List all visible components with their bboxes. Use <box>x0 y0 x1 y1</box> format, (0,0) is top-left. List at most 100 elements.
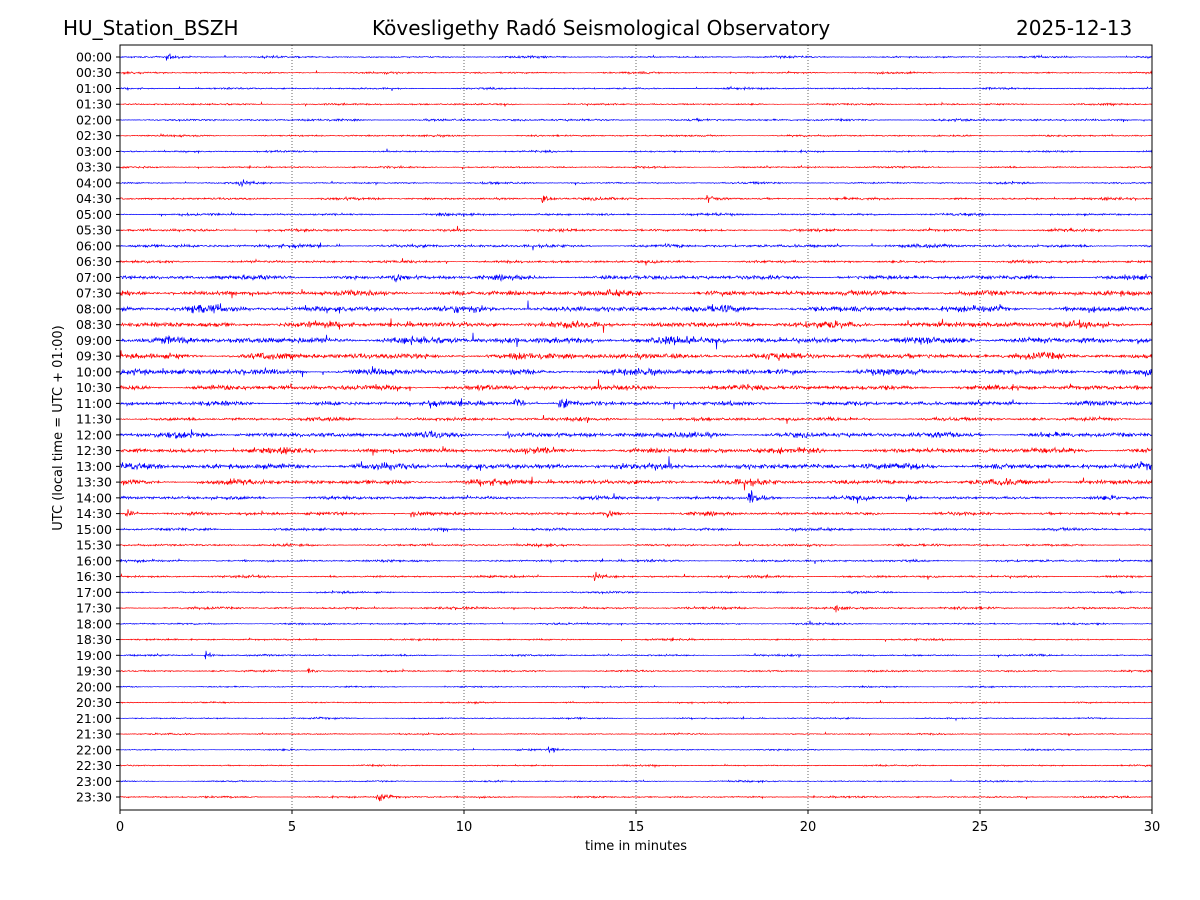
trace-0100 <box>119 85 1152 92</box>
trace-1630 <box>119 571 1153 581</box>
trace-1800 <box>119 620 1153 627</box>
y-tick-label: 02:00 <box>76 112 112 127</box>
x-tick-label: 30 <box>1144 820 1161 835</box>
y-tick-label: 04:30 <box>76 191 112 206</box>
y-tick-label: 03:30 <box>76 160 112 175</box>
y-tick-label: 02:30 <box>76 128 112 143</box>
y-tick-label: 15:30 <box>76 538 112 553</box>
trace-1900 <box>119 650 1153 660</box>
y-tick-label: 05:00 <box>76 207 112 222</box>
y-tick-label: 20:30 <box>76 695 112 710</box>
trace-0030 <box>119 70 1153 76</box>
y-tick-label: 01:00 <box>76 81 112 96</box>
trace-0800 <box>119 300 1153 314</box>
y-tick-label: 11:00 <box>76 396 112 411</box>
trace-0530 <box>119 225 1153 233</box>
y-tick-label: 15:00 <box>76 522 112 537</box>
y-tick-label: 09:00 <box>76 333 112 348</box>
y-tick-label: 22:30 <box>76 758 112 773</box>
y-tick-label: 03:00 <box>76 144 112 159</box>
trace-2230 <box>119 763 1153 769</box>
trace-0730 <box>119 288 1153 299</box>
trace-2200 <box>119 746 1153 754</box>
y-tick-label: 13:30 <box>76 475 112 490</box>
y-tick-label: 23:00 <box>76 774 112 789</box>
x-tick-label: 0 <box>116 820 124 835</box>
trace-1700 <box>119 589 1153 595</box>
y-tick-label: 08:30 <box>76 317 112 332</box>
trace-2000 <box>119 684 1153 690</box>
trace-1400 <box>119 490 1153 504</box>
y-tick-label: 16:00 <box>76 553 112 568</box>
trace-1430 <box>119 509 1153 518</box>
y-tick-label: 00:30 <box>76 65 112 80</box>
y-tick-label: 19:00 <box>76 648 112 663</box>
trace-2030 <box>119 700 1153 705</box>
y-tick-label: 07:00 <box>76 270 112 285</box>
y-tick-label: 17:30 <box>76 601 112 616</box>
trace-1730 <box>119 604 1153 613</box>
trace-0630 <box>119 258 1153 266</box>
trace-2130 <box>119 731 1153 737</box>
trace-0600 <box>119 242 1153 251</box>
x-tick-label: 25 <box>972 820 989 835</box>
trace-2330 <box>119 793 1153 802</box>
trace-1500 <box>119 526 1153 533</box>
y-tick-label: 08:00 <box>76 301 112 316</box>
trace-1300 <box>119 456 1153 471</box>
y-tick-label: 05:30 <box>76 223 112 238</box>
y-tick-label: 20:00 <box>76 679 112 694</box>
trace-0700 <box>119 273 1153 283</box>
y-tick-label: 01:30 <box>76 97 112 112</box>
y-tick-label: 11:30 <box>76 412 112 427</box>
chart-title: Kövesligethy Radó Seismological Observat… <box>372 16 831 40</box>
trace-1530 <box>119 541 1153 549</box>
y-tick-label: 06:00 <box>76 238 112 253</box>
trace-1330 <box>119 476 1153 491</box>
trace-0430 <box>119 195 1153 204</box>
y-tick-label: 22:00 <box>76 742 112 757</box>
y-tick-label: 09:30 <box>76 349 112 364</box>
y-tick-label: 17:00 <box>76 585 112 600</box>
trace-0830 <box>119 318 1153 333</box>
x-tick-label: 20 <box>800 820 817 835</box>
x-tick-label: 15 <box>628 820 645 835</box>
trace-0900 <box>119 332 1153 350</box>
y-tick-label: 23:30 <box>76 790 112 805</box>
station-name: HU_Station_BSZH <box>63 16 239 40</box>
y-tick-label: 12:30 <box>76 443 112 458</box>
y-tick-label: 18:00 <box>76 616 112 631</box>
trace-1230 <box>119 446 1153 456</box>
x-axis-label: time in minutes <box>585 839 687 854</box>
y-tick-label: 21:00 <box>76 711 112 726</box>
trace-0330 <box>119 164 1153 170</box>
trace-1200 <box>119 429 1153 440</box>
trace-0200 <box>119 117 1152 123</box>
y-tick-label: 07:30 <box>76 286 112 301</box>
trace-0300 <box>119 148 1153 155</box>
trace-1600 <box>119 557 1153 564</box>
y-axis-label: UTC (local time = UTC + 01:00) <box>51 325 66 530</box>
trace-1030 <box>119 379 1153 392</box>
y-tick-label: 10:00 <box>76 364 112 379</box>
chart-date: 2025-12-13 <box>1016 16 1133 40</box>
trace-1830 <box>119 637 1153 643</box>
y-tick-label: 18:30 <box>76 632 112 647</box>
y-tick-label: 16:30 <box>76 569 112 584</box>
y-tick-label: 14:00 <box>76 490 112 505</box>
y-tick-label: 12:00 <box>76 427 112 442</box>
trace-0500 <box>119 211 1153 218</box>
trace-1100 <box>119 398 1153 410</box>
trace-0000 <box>120 53 1153 61</box>
trace-1130 <box>119 415 1153 424</box>
trace-2300 <box>119 779 1153 784</box>
y-tick-label: 14:30 <box>76 506 112 521</box>
trace-0230 <box>119 132 1153 139</box>
trace-0130 <box>119 101 1153 107</box>
trace-0930 <box>119 350 1153 361</box>
y-tick-label: 19:30 <box>76 664 112 679</box>
trace-2100 <box>119 715 1153 722</box>
trace-1000 <box>119 366 1153 378</box>
y-tick-label: 04:00 <box>76 175 112 190</box>
